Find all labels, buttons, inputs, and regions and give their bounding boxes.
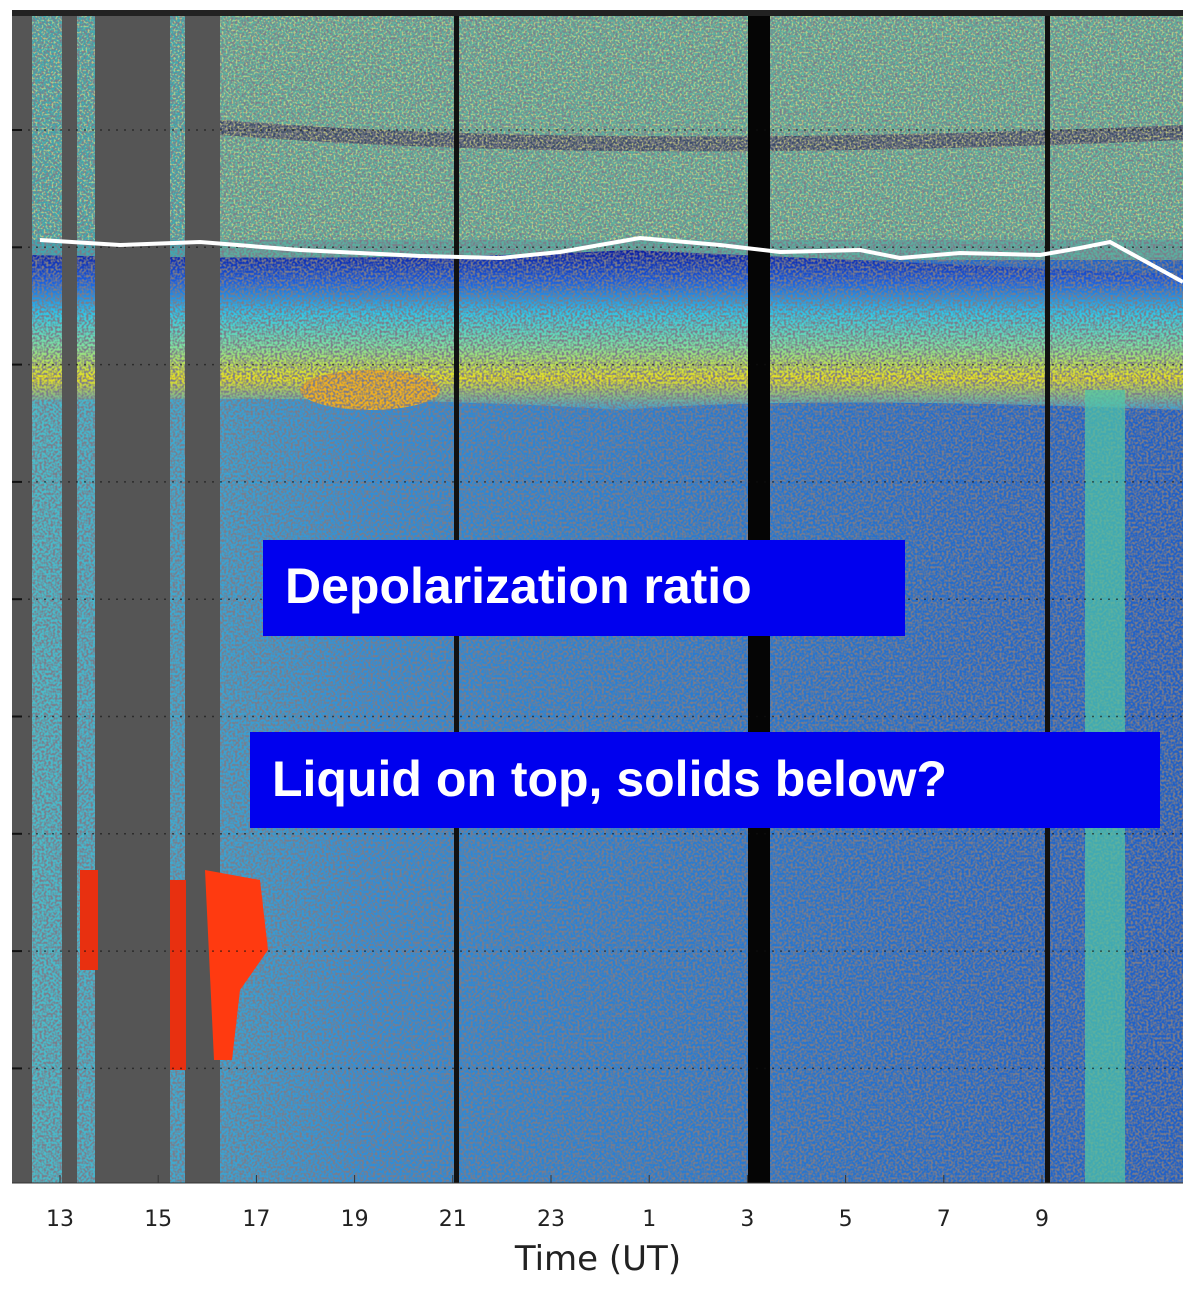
annotation: Liquid on top, solids below? (272, 751, 947, 807)
x-tick-label: 15 (144, 1207, 172, 1232)
x-tick-label: 3 (740, 1207, 754, 1232)
x-tick-label: 5 (839, 1207, 853, 1232)
annotation-box (250, 732, 1160, 828)
x-tick-label: 17 (242, 1207, 270, 1232)
x-tick-label: 9 (1035, 1207, 1049, 1232)
annotation: Depolarization ratio (285, 558, 752, 614)
x-tick-label: 23 (537, 1207, 565, 1232)
lidar-image (12, 10, 1183, 1183)
x-tick-label: 7 (937, 1207, 951, 1232)
x-tick-label: 13 (46, 1207, 74, 1232)
x-axis-label: Time (UT) (514, 1239, 681, 1279)
x-tick-label: 1 (642, 1207, 656, 1232)
x-tick-label: 21 (439, 1207, 467, 1232)
cloud-top-line (39, 235, 1183, 284)
x-tick-label: 19 (341, 1207, 369, 1232)
annotation-box (263, 540, 905, 636)
